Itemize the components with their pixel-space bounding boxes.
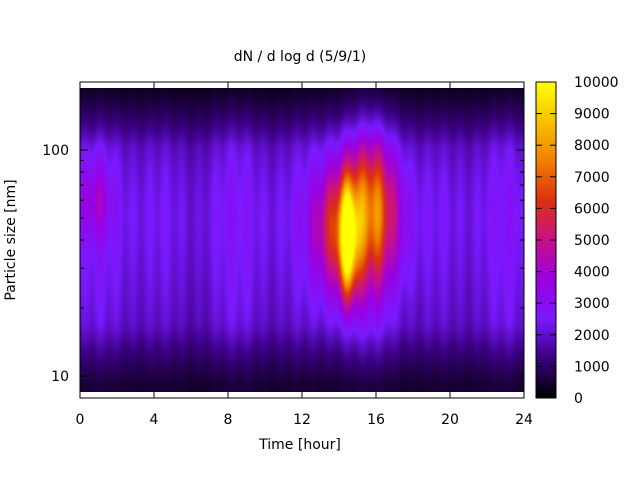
- x-tick-label: 8: [224, 412, 233, 428]
- x-tick-label: 0: [76, 412, 85, 428]
- y-tick-label: 100: [42, 143, 69, 159]
- colorbar-tick-label: 9000: [574, 107, 610, 123]
- x-tick-label: 4: [150, 412, 159, 428]
- colorbar-tick-label: 10000: [574, 75, 619, 91]
- y-axis: 10 100: [42, 81, 524, 399]
- colorbar-ticks: 0 1000 2000 3000 4000 5000 6000 7000 8000 9000 100…: [536, 75, 619, 407]
- colorbar-tick-label: 2000: [574, 328, 610, 344]
- x-axis: 0 4 8 12 16 20 24: [76, 82, 533, 428]
- colorbar-tick-label: 8000: [574, 138, 610, 154]
- heatmap-image: [80, 88, 524, 392]
- colorbar-tick-label: 7000: [574, 170, 610, 186]
- colorbar-tick-label: 6000: [574, 201, 610, 217]
- chart-title: dN / d log d (5/9/1): [234, 49, 367, 65]
- y-tick-label: 10: [51, 369, 69, 385]
- colorbar-tick-label: 1000: [574, 359, 610, 375]
- x-tick-label: 12: [293, 412, 311, 428]
- x-tick-label: 20: [441, 412, 459, 428]
- colorbar-tick-label: 5000: [574, 233, 610, 249]
- x-tick-label: 16: [367, 412, 385, 428]
- x-tick-label: 24: [515, 412, 533, 428]
- colorbar-tick-label: 0: [574, 391, 583, 407]
- colorbar-image: [536, 82, 556, 398]
- colorbar-tick-label: 3000: [574, 296, 610, 312]
- y-axis-label: Particle size [nm]: [3, 179, 19, 300]
- colorbar-tick-label: 4000: [574, 265, 610, 281]
- x-axis-label: Time [hour]: [258, 437, 341, 453]
